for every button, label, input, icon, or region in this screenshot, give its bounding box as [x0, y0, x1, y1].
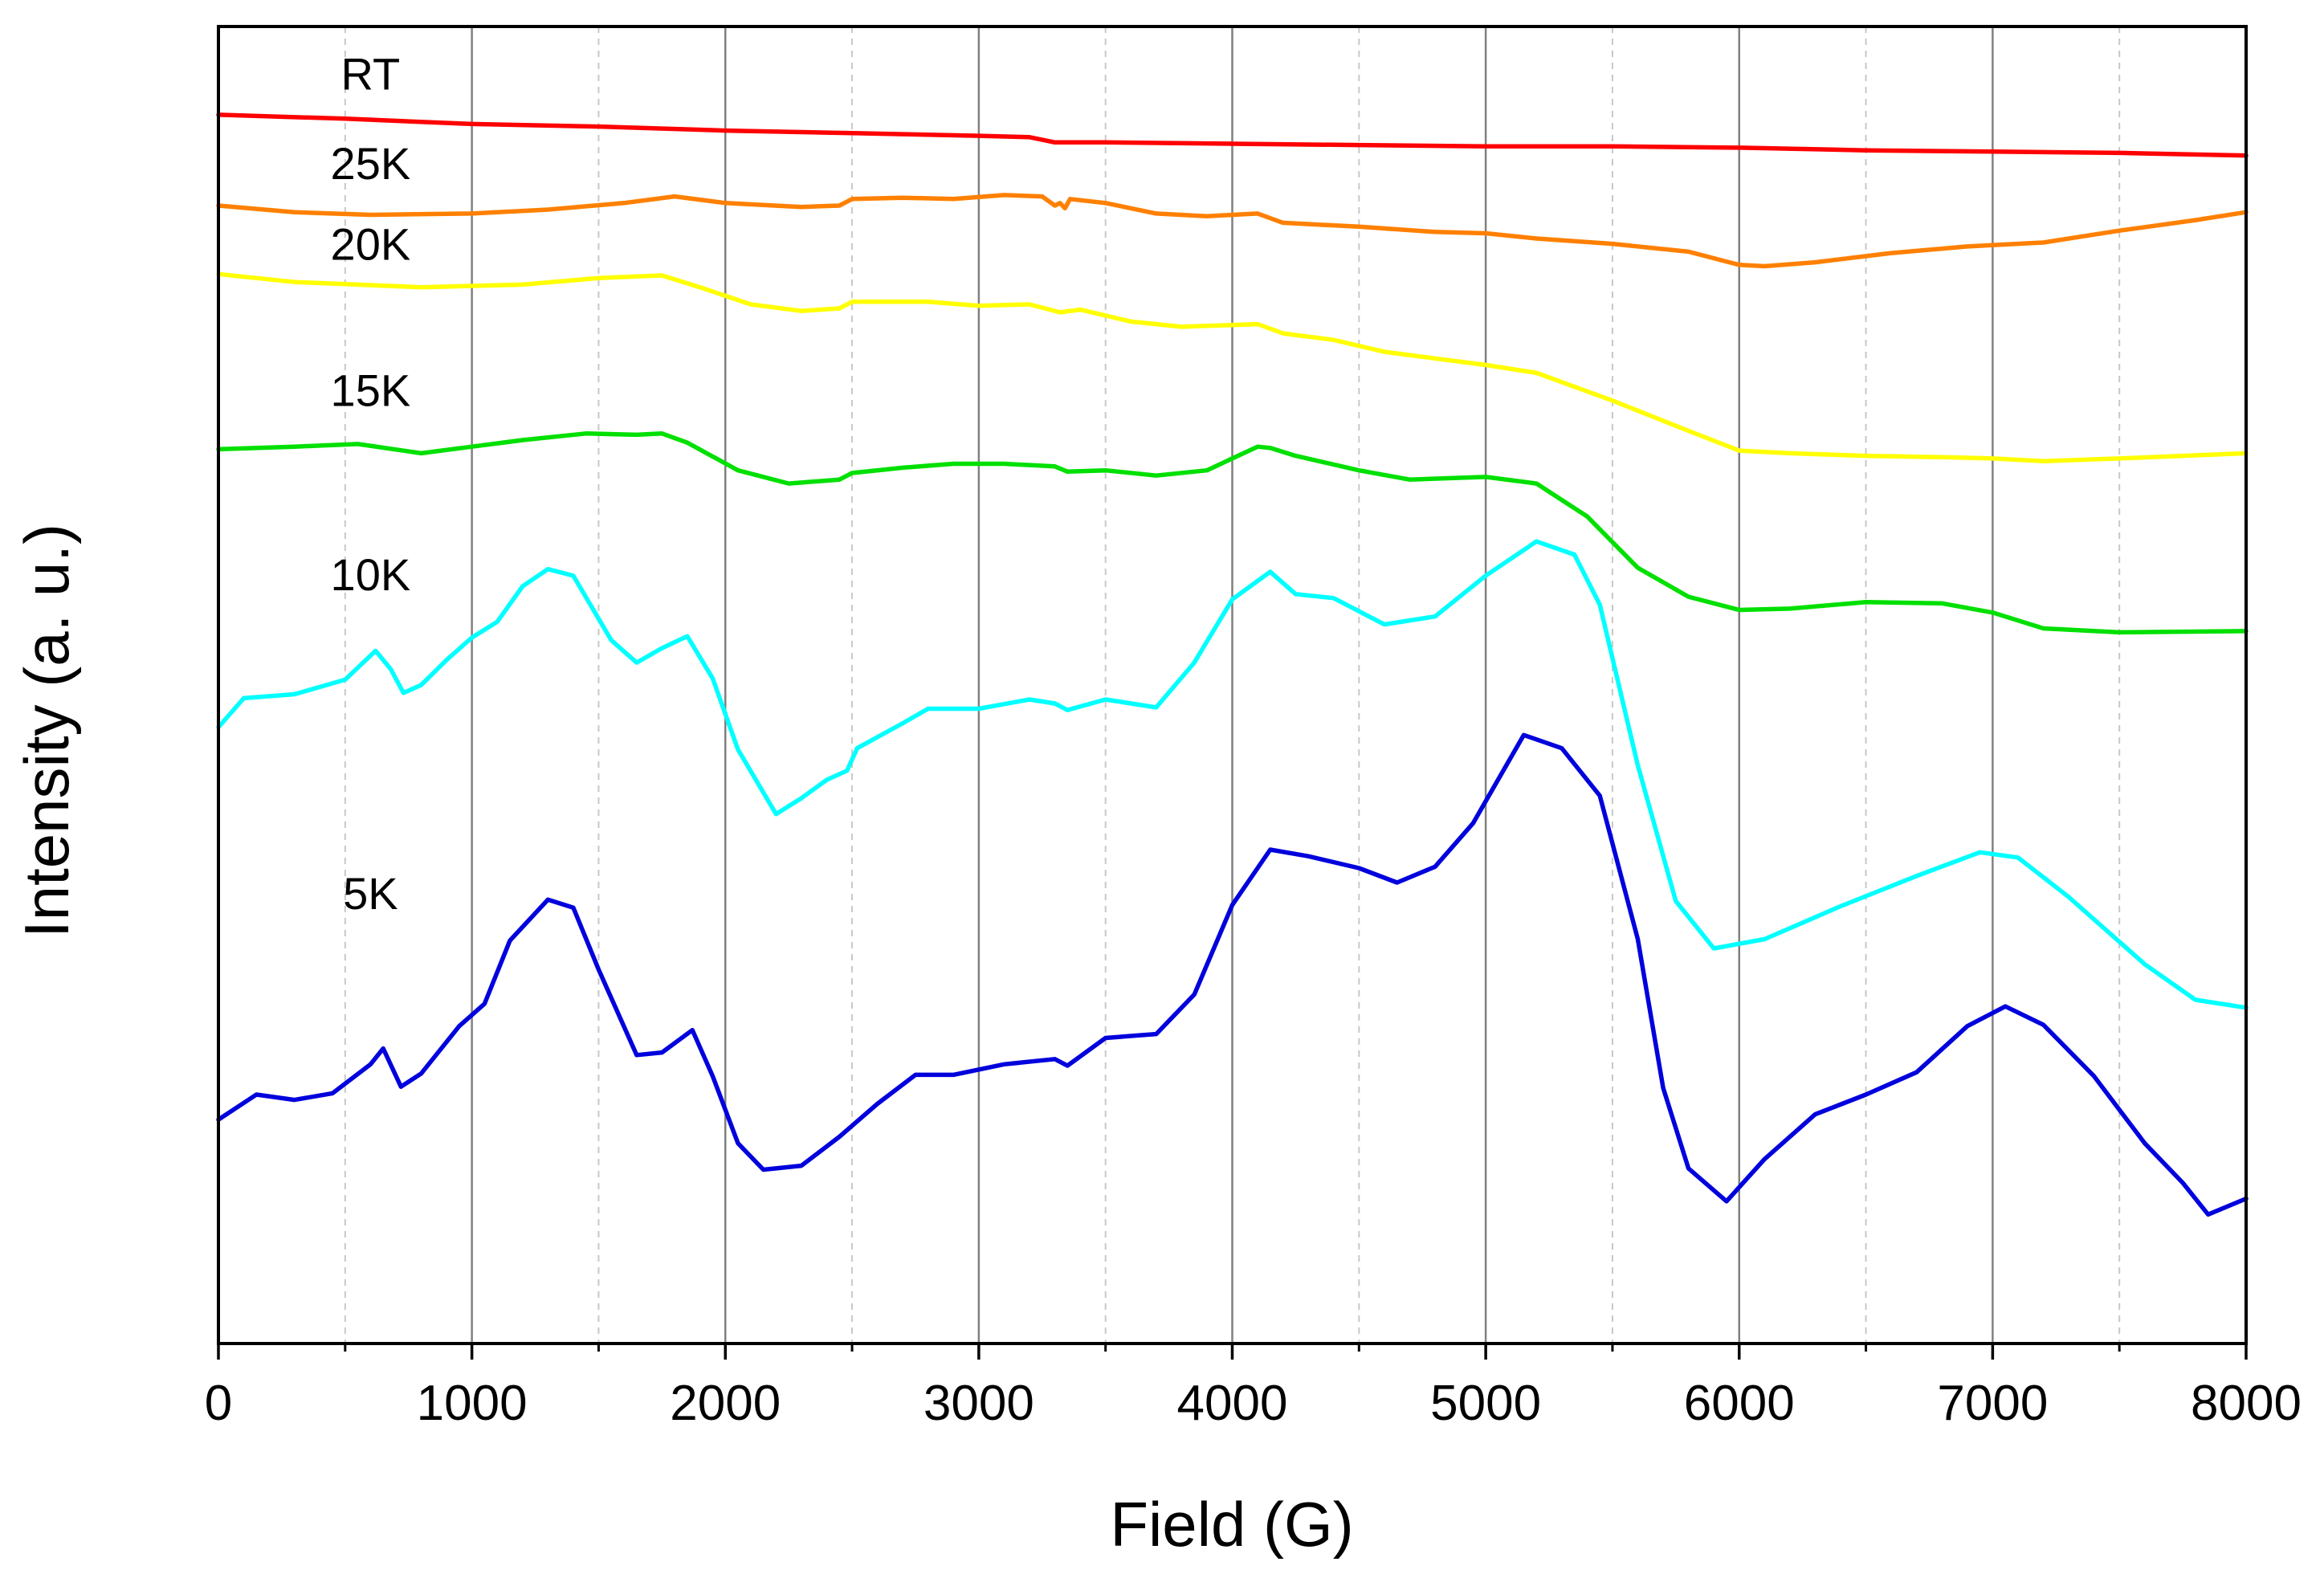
x-tick-label: 3000 — [923, 1376, 1034, 1431]
x-axis-label: Field (G) — [1110, 1489, 1353, 1560]
x-tick-label: 7000 — [1937, 1376, 2048, 1431]
x-tick-label: 4000 — [1177, 1376, 1288, 1431]
series-label-25k: 25K — [331, 138, 411, 189]
series-line-rt — [216, 112, 2249, 158]
series-label-10k: 10K — [331, 549, 411, 600]
grid-layer — [344, 27, 2121, 1344]
series-line-10k — [216, 539, 2249, 1010]
series-label-20k: 20K — [331, 218, 411, 269]
y-axis-label: Intensity (a. u.) — [11, 524, 82, 938]
x-ticks: 0 1000 2000 3000 4000 5000 6000 7000 8000 — [205, 1344, 2302, 1431]
series-labels: RT 25K 20K 15K 10K 5K — [331, 49, 411, 919]
x-tick-label: 8000 — [2191, 1376, 2302, 1431]
x-tick-label: 0 — [205, 1376, 232, 1431]
series-line-20k — [216, 271, 2249, 463]
series-line-25k — [216, 193, 2249, 269]
x-tick-label: 5000 — [1430, 1376, 1541, 1431]
series-label-5k: 5K — [343, 868, 398, 919]
series-label-rt: RT — [341, 49, 401, 100]
series-layer — [216, 112, 2249, 1217]
series-line-5k — [216, 732, 2249, 1217]
x-tick-label: 1000 — [417, 1376, 528, 1431]
series-line-15k — [216, 431, 2249, 635]
series-label-15k: 15K — [331, 365, 411, 415]
x-tick-label: 2000 — [670, 1376, 781, 1431]
x-tick-label: 6000 — [1684, 1376, 1795, 1431]
